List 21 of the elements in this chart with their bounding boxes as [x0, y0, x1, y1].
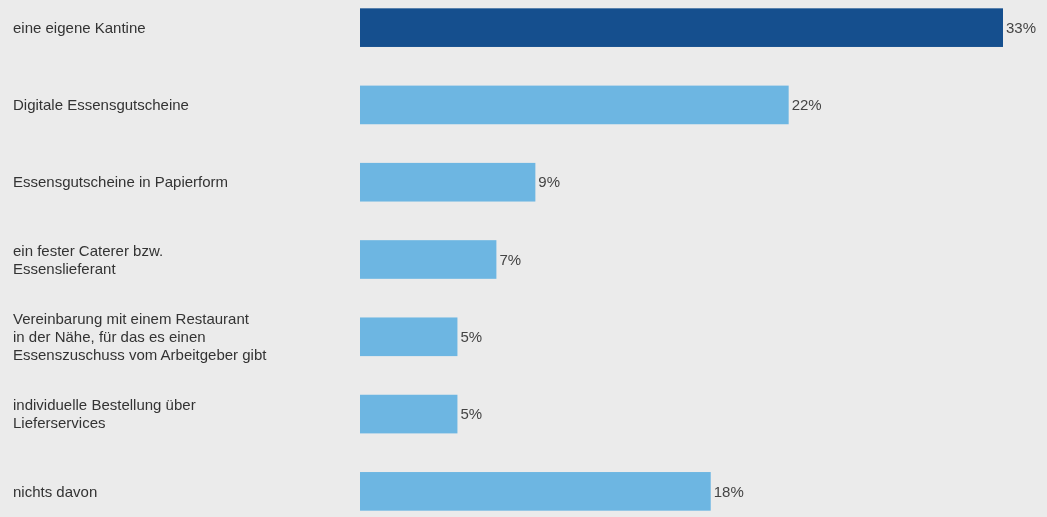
bar: [360, 394, 458, 434]
data-label: 7%: [499, 250, 522, 268]
bar: [360, 162, 536, 202]
data-label: 18%: [713, 482, 744, 500]
bar: [360, 317, 458, 357]
data-label: 5%: [460, 328, 483, 346]
y-tick-label: ein fester Caterer bzw. Essenslieferant: [13, 241, 164, 277]
y-tick-label: nichts davon: [13, 482, 98, 500]
bar: [360, 240, 497, 279]
y-tick-label: individuelle Bestellung über Lieferservices: [13, 396, 196, 432]
bar: [360, 472, 711, 511]
data-label: 5%: [460, 405, 483, 423]
y-tick-label: Essensgutscheine in Papierform: [13, 173, 229, 191]
y-tick-label: Vereinbarung mit einem Restaurant in der Nähe, für das es einen Essenszuschuss vom Arbeitgeber gibt: [13, 310, 268, 364]
data-label: 22%: [791, 96, 822, 114]
bar: [360, 85, 789, 125]
data-label: 9%: [538, 173, 561, 191]
y-tick-label: Digitale Essensgutscheine: [13, 96, 189, 114]
data-label: 33%: [1006, 18, 1037, 36]
y-tick-label: eine eigene Kantine: [13, 18, 146, 36]
bar: [360, 8, 1003, 47]
